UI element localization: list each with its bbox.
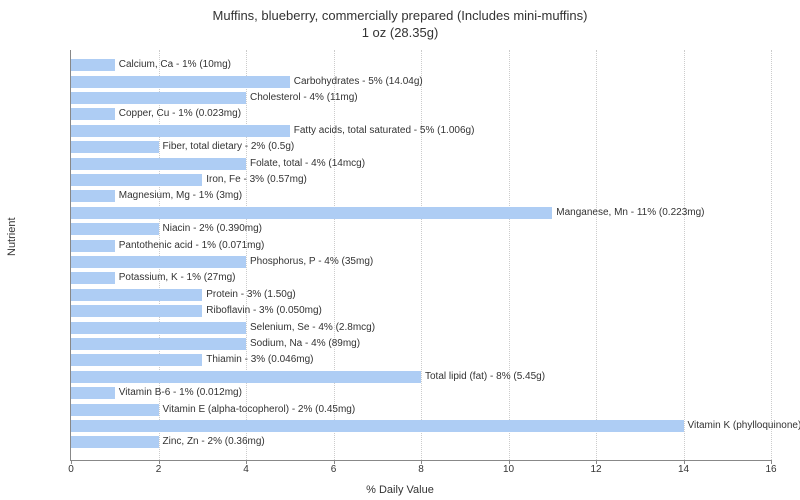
nutrient-bar: [71, 125, 290, 137]
nutrient-label: Calcium, Ca - 1% (10mg): [115, 58, 231, 72]
nutrient-label: Folate, total - 4% (14mcg): [246, 157, 365, 171]
title-line-1: Muffins, blueberry, commercially prepare…: [213, 8, 588, 23]
nutrient-label: Fatty acids, total saturated - 5% (1.006…: [290, 124, 475, 138]
nutrient-bar: [71, 404, 159, 416]
nutrient-bar: [71, 92, 246, 104]
plot-area: 0246810121416Calcium, Ca - 1% (10mg)Carb…: [70, 50, 771, 461]
nutrient-row: Carbohydrates - 5% (14.04g): [71, 75, 771, 89]
x-tick-label: 14: [678, 464, 689, 475]
nutrient-row: Magnesium, Mg - 1% (3mg): [71, 189, 771, 203]
nutrient-row: Total lipid (fat) - 8% (5.45g): [71, 370, 771, 384]
nutrient-label: Selenium, Se - 4% (2.8mcg): [246, 321, 375, 335]
nutrient-row: Riboflavin - 3% (0.050mg): [71, 304, 771, 318]
nutrient-bar: [71, 305, 202, 317]
nutrient-row: Pantothenic acid - 1% (0.071mg): [71, 239, 771, 253]
nutrient-row: Copper, Cu - 1% (0.023mg): [71, 107, 771, 121]
nutrient-row: Fiber, total dietary - 2% (0.5g): [71, 140, 771, 154]
nutrient-label: Total lipid (fat) - 8% (5.45g): [421, 370, 545, 384]
x-tick-label: 2: [156, 464, 162, 475]
nutrient-label: Protein - 3% (1.50g): [202, 288, 296, 302]
nutrient-bar: [71, 240, 115, 252]
nutrient-row: Vitamin B-6 - 1% (0.012mg): [71, 386, 771, 400]
nutrient-label: Potassium, K - 1% (27mg): [115, 271, 236, 285]
nutrient-bar: [71, 76, 290, 88]
x-tick-label: 8: [418, 464, 424, 475]
nutrient-label: Iron, Fe - 3% (0.57mg): [202, 173, 307, 187]
nutrient-bar: [71, 436, 159, 448]
nutrient-bar: [71, 354, 202, 366]
nutrient-bar: [71, 223, 159, 235]
nutrient-label: Thiamin - 3% (0.046mg): [202, 353, 313, 367]
nutrient-row: Cholesterol - 4% (11mg): [71, 91, 771, 105]
nutrient-row: Manganese, Mn - 11% (0.223mg): [71, 206, 771, 220]
nutrient-row: Vitamin E (alpha-tocopherol) - 2% (0.45m…: [71, 403, 771, 417]
nutrient-bar: [71, 289, 202, 301]
nutrient-label: Pantothenic acid - 1% (0.071mg): [115, 239, 265, 253]
y-axis-label: Nutrient: [6, 217, 18, 256]
nutrient-label: Phosphorus, P - 4% (35mg): [246, 255, 373, 269]
nutrient-label: Sodium, Na - 4% (89mg): [246, 337, 360, 351]
nutrient-bar: [71, 272, 115, 284]
nutrient-bar: [71, 207, 552, 219]
nutrient-label: Vitamin K (phylloquinone) - 14% (11.1mcg…: [684, 419, 800, 433]
x-tick-label: 12: [590, 464, 601, 475]
nutrient-row: Phosphorus, P - 4% (35mg): [71, 255, 771, 269]
nutrient-label: Copper, Cu - 1% (0.023mg): [115, 107, 241, 121]
x-tick-label: 0: [68, 464, 74, 475]
nutrient-label: Fiber, total dietary - 2% (0.5g): [159, 140, 295, 154]
nutrient-row: Calcium, Ca - 1% (10mg): [71, 58, 771, 72]
nutrient-label: Manganese, Mn - 11% (0.223mg): [552, 206, 704, 220]
nutrient-bar: [71, 59, 115, 71]
nutrient-bar: [71, 420, 684, 432]
nutrient-row: Potassium, K - 1% (27mg): [71, 271, 771, 285]
nutrient-bar: [71, 108, 115, 120]
nutrient-row: Fatty acids, total saturated - 5% (1.006…: [71, 124, 771, 138]
nutrient-label: Vitamin B-6 - 1% (0.012mg): [115, 386, 242, 400]
nutrient-label: Carbohydrates - 5% (14.04g): [290, 75, 423, 89]
nutrient-bar: [71, 141, 159, 153]
nutrient-row: Protein - 3% (1.50g): [71, 288, 771, 302]
nutrient-label: Cholesterol - 4% (11mg): [246, 91, 358, 105]
nutrient-label: Riboflavin - 3% (0.050mg): [202, 304, 322, 318]
x-tick-label: 4: [243, 464, 249, 475]
title-line-2: 1 oz (28.35g): [362, 25, 439, 40]
nutrient-row: Zinc, Zn - 2% (0.36mg): [71, 435, 771, 449]
nutrient-row: Sodium, Na - 4% (89mg): [71, 337, 771, 351]
nutrient-row: Selenium, Se - 4% (2.8mcg): [71, 321, 771, 335]
nutrient-bar: [71, 190, 115, 202]
nutrient-bar: [71, 256, 246, 268]
nutrient-row: Vitamin K (phylloquinone) - 14% (11.1mcg…: [71, 419, 771, 433]
nutrient-bar: [71, 322, 246, 334]
nutrient-bar: [71, 387, 115, 399]
x-axis-label: % Daily Value: [0, 484, 800, 496]
gridline: [771, 50, 772, 460]
nutrient-bar: [71, 158, 246, 170]
nutrient-chart: Muffins, blueberry, commercially prepare…: [0, 0, 800, 500]
nutrient-label: Magnesium, Mg - 1% (3mg): [115, 189, 242, 203]
nutrient-bar: [71, 174, 202, 186]
nutrient-bar: [71, 371, 421, 383]
nutrient-label: Niacin - 2% (0.390mg): [159, 222, 262, 236]
nutrient-row: Folate, total - 4% (14mcg): [71, 157, 771, 171]
x-tick-label: 10: [503, 464, 514, 475]
nutrient-bar: [71, 338, 246, 350]
x-tick-label: 16: [765, 464, 776, 475]
nutrient-label: Vitamin E (alpha-tocopherol) - 2% (0.45m…: [159, 403, 356, 417]
nutrient-label: Zinc, Zn - 2% (0.36mg): [159, 435, 265, 449]
nutrient-row: Iron, Fe - 3% (0.57mg): [71, 173, 771, 187]
nutrient-row: Niacin - 2% (0.390mg): [71, 222, 771, 236]
x-tick-label: 6: [331, 464, 337, 475]
nutrient-row: Thiamin - 3% (0.046mg): [71, 353, 771, 367]
chart-title: Muffins, blueberry, commercially prepare…: [0, 0, 800, 42]
